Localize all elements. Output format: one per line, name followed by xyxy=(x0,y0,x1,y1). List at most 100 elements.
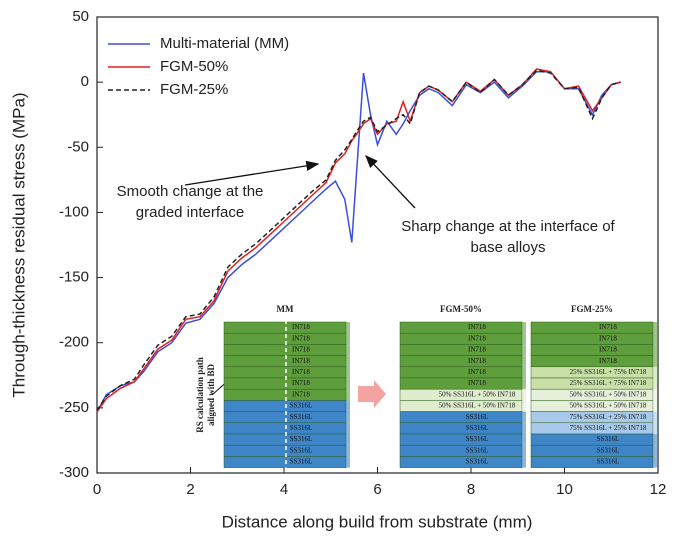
layer xyxy=(399,355,523,368)
layer-label: SS316L xyxy=(466,435,489,443)
layer-side xyxy=(522,445,526,457)
layer xyxy=(399,433,523,446)
layer-side xyxy=(346,322,350,334)
layer-label: 75% SS316L + 25% IN718 xyxy=(570,424,647,432)
layer xyxy=(223,444,347,457)
layer xyxy=(223,321,347,334)
layer-label: SS316L xyxy=(290,435,313,443)
layer-side xyxy=(346,333,350,345)
layer-label: IN718 xyxy=(292,323,310,331)
layer xyxy=(530,332,654,345)
layer-label: 50% SS316L + 50% IN718 xyxy=(570,402,647,410)
layer xyxy=(223,377,347,390)
layer xyxy=(399,444,523,457)
layer-side xyxy=(522,322,526,334)
layer-side xyxy=(522,411,526,423)
y-axis-title: Through-thickness residual stress (MPa) xyxy=(9,92,28,397)
annotation-arrow xyxy=(184,160,320,186)
layer xyxy=(530,355,654,368)
layer-side xyxy=(522,434,526,446)
layer-label: IN718 xyxy=(468,323,486,331)
series-line xyxy=(96,70,621,413)
layer-label: 25% SS316L + 75% IN718 xyxy=(570,379,647,387)
layer-side xyxy=(522,400,526,412)
annotation: Sharp change at the interface of xyxy=(401,218,615,235)
x-tick-label: 12 xyxy=(650,481,667,498)
layer xyxy=(399,456,523,468)
layer-side xyxy=(653,411,657,423)
layer xyxy=(223,433,347,446)
x-tick-label: 2 xyxy=(186,481,194,498)
layer xyxy=(530,321,654,334)
layer-label: SS316L xyxy=(466,424,489,432)
layer xyxy=(223,332,347,345)
layer-label: 25% SS316L + 75% IN718 xyxy=(570,368,647,376)
layer-side xyxy=(522,422,526,434)
layer-side xyxy=(522,333,526,345)
legend-label: Multi-material (MM) xyxy=(160,35,289,52)
panel-title: MM xyxy=(277,304,294,314)
x-axis-title: Distance along build from substrate (mm) xyxy=(222,512,533,531)
layer xyxy=(530,444,654,457)
layer xyxy=(223,344,347,356)
layer-side xyxy=(346,456,350,468)
layer-side xyxy=(653,378,657,390)
y-tick-label: -50 xyxy=(67,138,89,155)
layer-label: IN718 xyxy=(468,379,486,387)
layer-label: IN718 xyxy=(599,323,617,331)
panel-title: FGM-25% xyxy=(571,304,613,314)
layer-side xyxy=(653,366,657,378)
layer-label: IN718 xyxy=(599,334,617,342)
layer-label: SS316L xyxy=(290,424,313,432)
layer-label: IN718 xyxy=(292,379,310,387)
legend-label: FGM-25% xyxy=(160,81,228,98)
layer-label: SS316L xyxy=(597,435,620,443)
layer xyxy=(223,400,347,412)
layer-label: IN718 xyxy=(599,346,617,354)
layer-label: IN718 xyxy=(292,368,310,376)
layer-side xyxy=(346,400,350,412)
layer-side xyxy=(346,378,350,390)
layer-label: SS316L xyxy=(466,458,489,466)
layer-side xyxy=(653,322,657,334)
series-line xyxy=(96,69,621,411)
layer-label: IN718 xyxy=(468,346,486,354)
layer-side xyxy=(653,422,657,434)
layer xyxy=(399,344,523,356)
x-tick-label: 0 xyxy=(93,481,101,498)
layer-side xyxy=(653,344,657,356)
layer xyxy=(223,355,347,368)
panel-title: FGM-50% xyxy=(440,304,482,314)
layer-label: SS316L xyxy=(290,458,313,466)
layer-side xyxy=(653,400,657,412)
path-label: aligned with BD xyxy=(206,363,216,426)
layer-label: IN718 xyxy=(468,368,486,376)
layer-side xyxy=(522,344,526,356)
layer xyxy=(399,366,523,379)
layer-side xyxy=(346,344,350,356)
layer-side xyxy=(346,411,350,423)
layer-label: IN718 xyxy=(468,357,486,365)
layer xyxy=(530,456,654,468)
layer-side xyxy=(653,333,657,345)
layer xyxy=(223,422,347,435)
x-tick-label: 4 xyxy=(280,481,288,498)
x-tick-label: 8 xyxy=(467,481,475,498)
layer-side xyxy=(346,389,350,401)
layer-side xyxy=(522,366,526,378)
layer xyxy=(399,332,523,345)
layer xyxy=(399,377,523,390)
annotation: graded interface xyxy=(136,204,244,221)
x-tick-label: 10 xyxy=(556,481,573,498)
y-tick-label: -300 xyxy=(59,464,89,481)
y-tick-label: -150 xyxy=(59,269,89,286)
layer-side xyxy=(346,434,350,446)
layer-side xyxy=(653,456,657,468)
layer-side xyxy=(522,378,526,390)
layer-label: 75% SS316L + 25% IN718 xyxy=(570,413,647,421)
y-tick-label: 0 xyxy=(81,73,89,90)
annotation: Smooth change at the xyxy=(117,183,264,200)
layer xyxy=(530,344,654,356)
layer xyxy=(399,321,523,334)
